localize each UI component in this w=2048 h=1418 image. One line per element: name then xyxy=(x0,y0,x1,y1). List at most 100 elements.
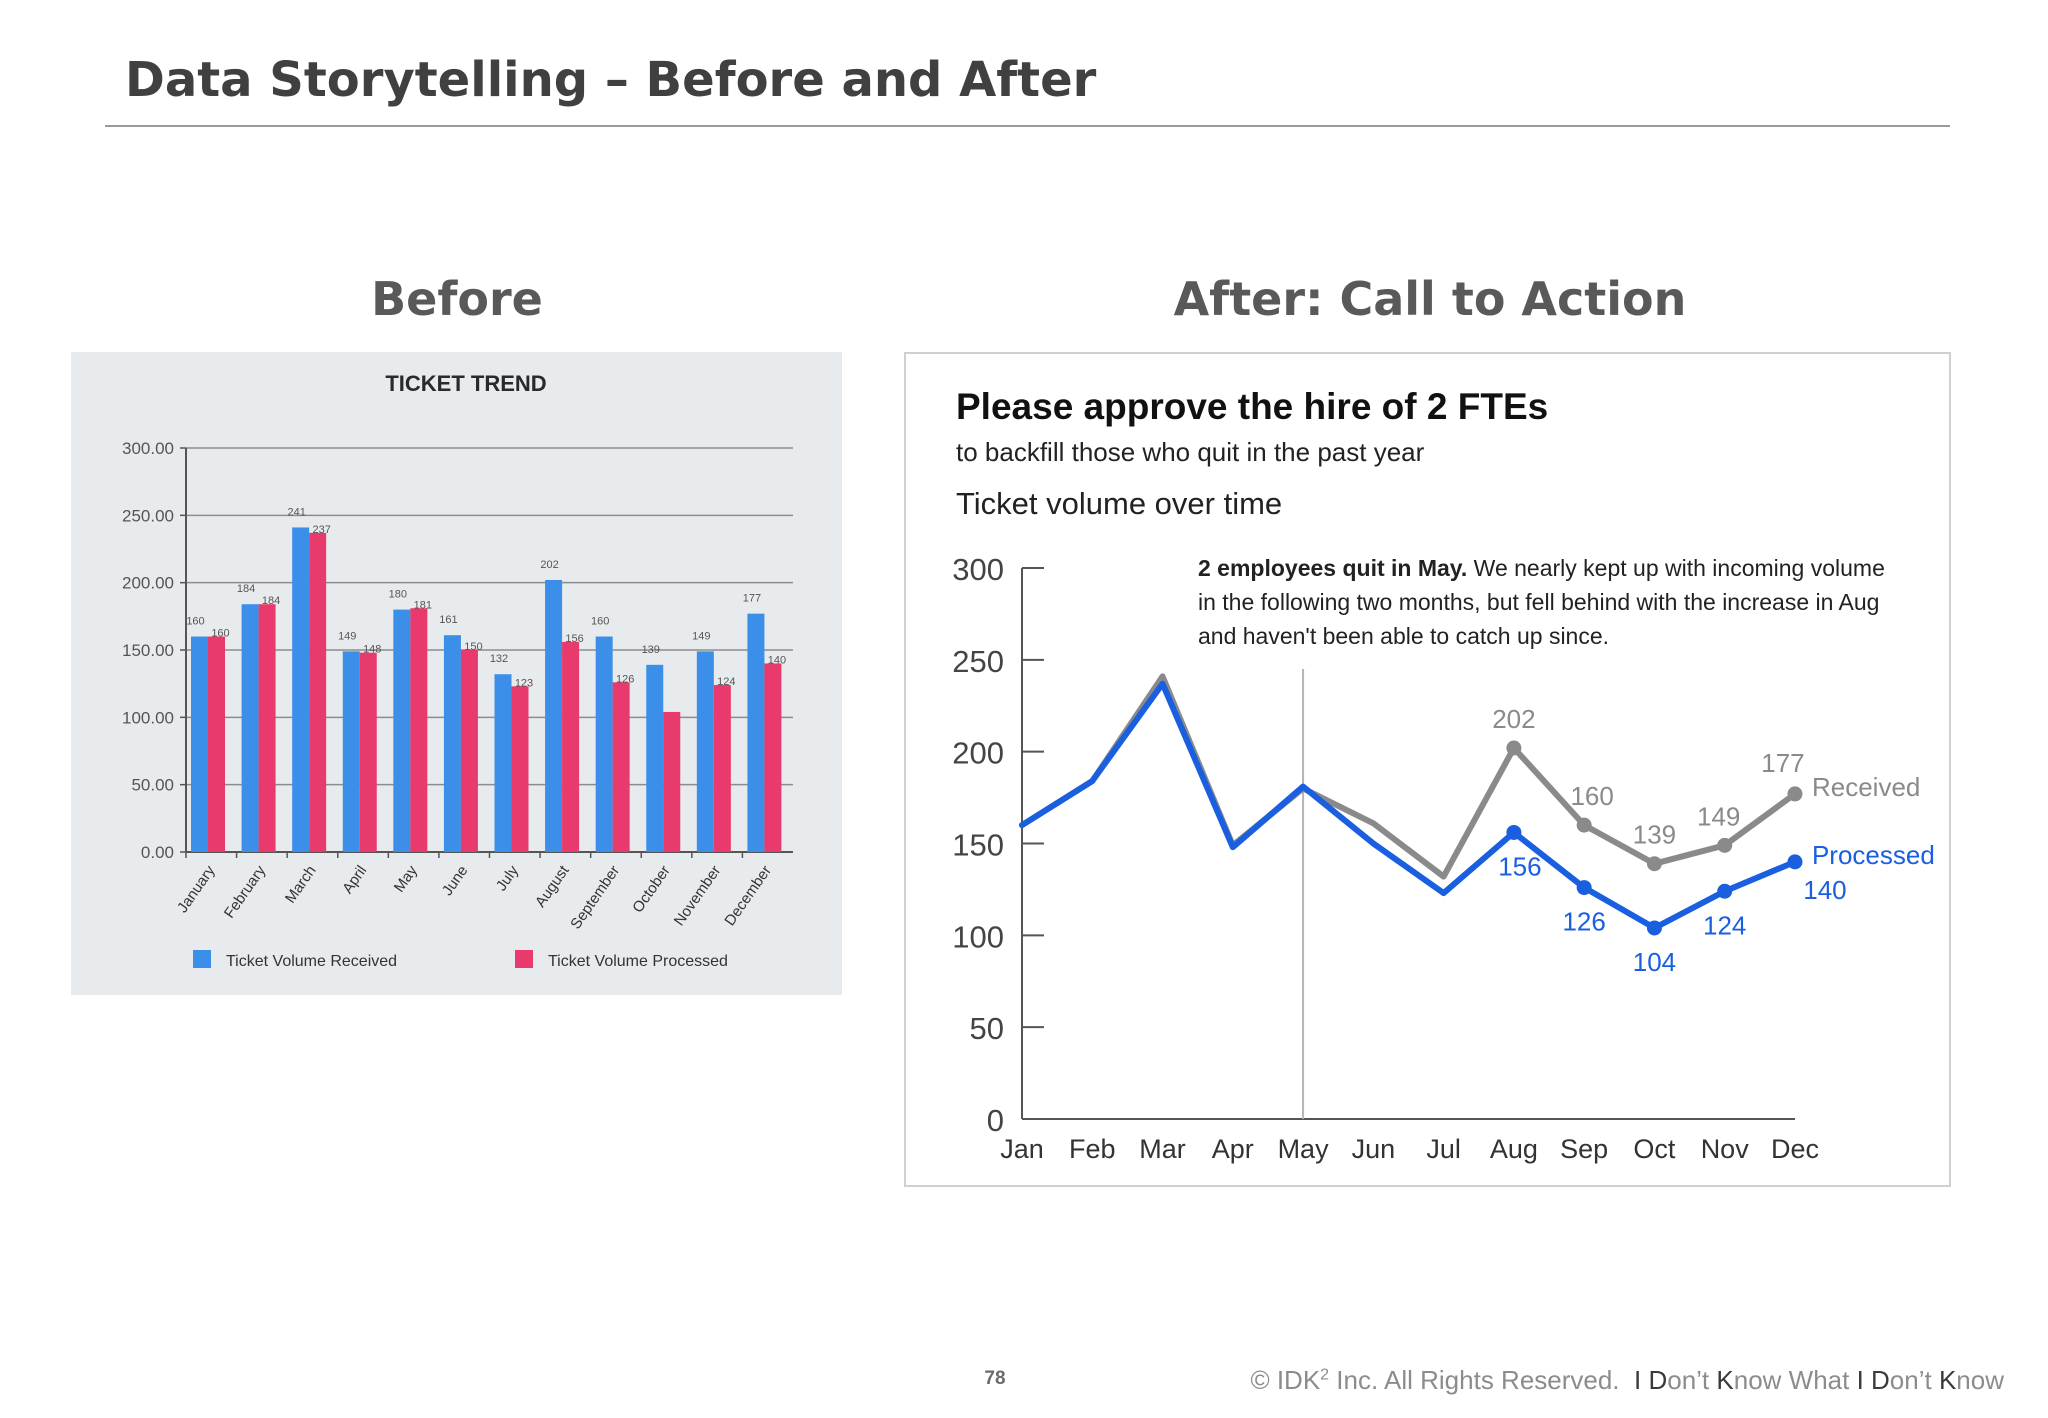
bar-data-label: 160 xyxy=(591,616,609,628)
footer-rights: Inc. All Rights Reserved. xyxy=(1329,1365,1620,1395)
before-heading: Before xyxy=(371,272,543,326)
y-tick-label: 0 xyxy=(987,1103,1004,1138)
x-tick-label: October xyxy=(629,863,674,916)
bar xyxy=(292,527,310,852)
bar-data-label: 241 xyxy=(287,506,305,518)
processed-series-line xyxy=(1019,680,1798,931)
x-tick-label: Aug xyxy=(1490,1134,1538,1164)
data-point xyxy=(1576,880,1592,896)
bar xyxy=(258,604,276,852)
y-tick-label: 250 xyxy=(952,644,1004,679)
bar-data-label: 181 xyxy=(414,599,432,611)
x-tick-label: Apr xyxy=(1212,1134,1254,1164)
bar xyxy=(393,609,411,852)
footer-tagline-part: K xyxy=(1716,1365,1734,1395)
y-tick-label: 150 xyxy=(952,828,1004,863)
bar-data-label: 132 xyxy=(490,653,508,665)
received-series-line xyxy=(1019,673,1798,880)
data-label: 126 xyxy=(1562,907,1605,937)
bar xyxy=(713,685,731,852)
x-tick-label: March xyxy=(282,863,320,907)
annotation-line: and haven't been able to catch up since. xyxy=(1198,623,1609,649)
line-chart-title: Ticket volume over time xyxy=(956,486,1282,521)
x-tick-label: April xyxy=(339,863,370,897)
data-label: 177 xyxy=(1761,748,1804,778)
bar xyxy=(410,608,428,852)
x-tick-label: December xyxy=(721,863,775,929)
bar-data-label: 184 xyxy=(237,583,255,595)
bar-data-label: 148 xyxy=(363,644,381,656)
footer-tagline-part: D xyxy=(1641,1365,1668,1395)
data-point xyxy=(1576,817,1592,833)
bar-data-label: 124 xyxy=(717,676,735,688)
data-point xyxy=(1717,837,1733,853)
bar-data-label: 160 xyxy=(211,628,229,640)
slide-title: Data Storytelling – Before and After xyxy=(125,52,1097,108)
y-tick-label: 100 xyxy=(952,919,1004,954)
x-tick-label: June xyxy=(439,863,472,899)
x-tick-label: Feb xyxy=(1069,1134,1116,1164)
annotation-line: 2 employees quit in May. We nearly kept … xyxy=(1198,555,1885,581)
x-tick-label: Dec xyxy=(1771,1134,1819,1164)
after-chart-panel: Please approve the hire of 2 FTEs to back… xyxy=(904,352,1951,1187)
data-label: 124 xyxy=(1703,910,1746,940)
x-tick-label: Jul xyxy=(1426,1134,1461,1164)
annotation-text: We nearly kept up with incoming volume xyxy=(1467,555,1885,581)
footer-copyright: © IDK2 Inc. All Rights Reserved. I Don’t… xyxy=(1250,1365,2004,1396)
data-point xyxy=(1506,824,1522,840)
title-divider xyxy=(105,125,1950,127)
bar-data-label: 180 xyxy=(389,589,407,601)
bar xyxy=(460,650,478,852)
page-number: 78 xyxy=(984,1368,1006,1389)
data-point xyxy=(1787,786,1803,802)
legend-swatch xyxy=(515,950,533,968)
bar-data-label: 156 xyxy=(565,633,583,645)
legend-label: Ticket Volume Processed xyxy=(548,953,728,970)
data-label: 160 xyxy=(1570,781,1613,811)
x-tick-label: September xyxy=(567,863,623,933)
x-tick-label: Jan xyxy=(1000,1134,1044,1164)
bar xyxy=(696,651,714,852)
data-label: 149 xyxy=(1697,801,1740,831)
data-label: 104 xyxy=(1633,947,1676,977)
x-tick-label: February xyxy=(221,862,270,921)
bar-data-label: 149 xyxy=(692,630,710,642)
x-tick-label: May xyxy=(391,862,421,895)
footer-tagline-part: K xyxy=(1938,1365,1957,1395)
annotation-bold: 2 employees quit in May. xyxy=(1198,555,1467,581)
bar xyxy=(208,636,225,852)
bar xyxy=(241,604,259,852)
footer-tagline-part: I xyxy=(1634,1365,1642,1395)
footer-superscript: 2 xyxy=(1320,1366,1330,1384)
y-tick-label: 50 xyxy=(970,1011,1004,1046)
bar xyxy=(545,579,563,852)
y-tick-label: 300.00 xyxy=(122,439,174,458)
bar-data-label: 237 xyxy=(312,524,330,536)
bar xyxy=(309,532,327,852)
y-tick-label: 250.00 xyxy=(122,506,174,525)
ticket-volume-line-chart: Please approve the hire of 2 FTEs to back… xyxy=(952,386,1935,1164)
data-label: 139 xyxy=(1633,820,1676,850)
data-point xyxy=(1717,883,1733,899)
data-point xyxy=(1646,856,1662,872)
y-tick-label: 0.00 xyxy=(141,843,174,862)
y-tick-label: 200.00 xyxy=(122,574,174,593)
bar-data-label: 202 xyxy=(540,559,558,571)
bar xyxy=(764,663,782,852)
bar-data-label: 184 xyxy=(262,595,280,607)
bar-data-label: 150 xyxy=(464,641,482,653)
bar xyxy=(562,641,580,852)
footer-tagline-part: D xyxy=(1863,1365,1890,1395)
y-tick-label: 200 xyxy=(952,736,1004,771)
x-tick-label: January xyxy=(174,862,219,916)
call-to-action-title: Please approve the hire of 2 FTEs xyxy=(956,386,1548,427)
x-tick-label: July xyxy=(493,862,523,894)
bar-data-label: 140 xyxy=(768,654,786,666)
x-tick-label: May xyxy=(1278,1134,1330,1164)
bar-data-label: 123 xyxy=(515,677,533,689)
bar xyxy=(443,635,461,852)
data-label: 140 xyxy=(1803,875,1846,905)
bar-data-label: 126 xyxy=(616,673,634,685)
bar xyxy=(342,651,360,852)
x-tick-label: Sep xyxy=(1560,1134,1608,1164)
